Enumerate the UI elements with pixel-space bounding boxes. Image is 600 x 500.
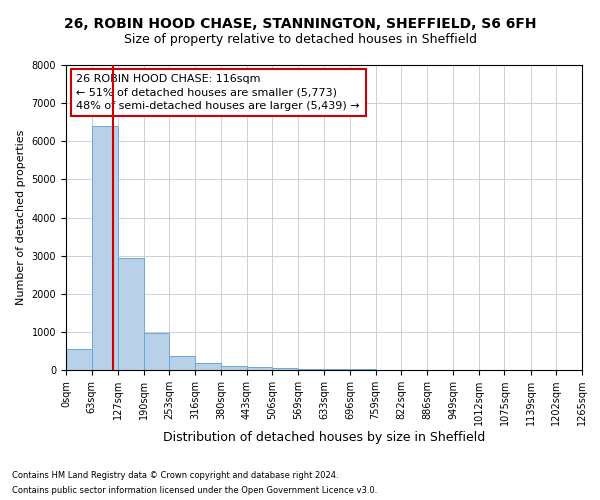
Text: 26 ROBIN HOOD CHASE: 116sqm
← 51% of detached houses are smaller (5,773)
48% of : 26 ROBIN HOOD CHASE: 116sqm ← 51% of det…	[76, 74, 360, 110]
Bar	[298, 368, 324, 370]
Bar	[66, 349, 92, 370]
Text: Contains public sector information licensed under the Open Government Licence v3: Contains public sector information licen…	[12, 486, 377, 495]
X-axis label: Distribution of detached houses by size in Sheffield: Distribution of detached houses by size …	[163, 431, 485, 444]
Bar	[118, 258, 143, 370]
Bar	[92, 126, 118, 370]
Bar	[221, 366, 247, 370]
Bar	[195, 363, 221, 370]
Text: Size of property relative to detached houses in Sheffield: Size of property relative to detached ho…	[124, 32, 476, 46]
Bar	[169, 356, 195, 370]
Bar	[247, 367, 272, 370]
Text: Contains HM Land Registry data © Crown copyright and database right 2024.: Contains HM Land Registry data © Crown c…	[12, 471, 338, 480]
Y-axis label: Number of detached properties: Number of detached properties	[16, 130, 26, 305]
Bar	[324, 369, 350, 370]
Text: 26, ROBIN HOOD CHASE, STANNINGTON, SHEFFIELD, S6 6FH: 26, ROBIN HOOD CHASE, STANNINGTON, SHEFF…	[64, 18, 536, 32]
Bar	[272, 368, 298, 370]
Bar	[143, 333, 169, 370]
